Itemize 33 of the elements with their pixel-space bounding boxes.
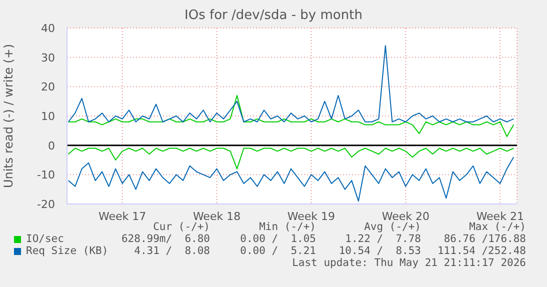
text: Max (-/+) bbox=[469, 221, 526, 233]
text: 86.76 /176.88 bbox=[444, 233, 526, 245]
y-tick-label: -10 bbox=[37, 168, 55, 182]
y-tick-label: 0 bbox=[48, 139, 55, 152]
text: 628.99m/ 6.80 bbox=[120, 233, 210, 245]
line-series bbox=[68, 156, 514, 202]
text: 1.22 / 7.78 bbox=[345, 233, 421, 245]
text: 111.54 /252.48 bbox=[437, 245, 526, 257]
x-tick-label: Week 19 bbox=[287, 210, 336, 223]
y-tick-label: 20 bbox=[41, 80, 55, 94]
text: Avg (-/+) bbox=[364, 221, 421, 233]
text: Last update: Thu May 21 21:11:17 2026 bbox=[291, 257, 526, 269]
line-series bbox=[68, 45, 514, 122]
line-series bbox=[68, 148, 514, 170]
text: 0.00 / 5.21 bbox=[240, 245, 316, 257]
legend-label: Req Size (KB) bbox=[26, 245, 108, 257]
x-tick-label: Week 18 bbox=[192, 210, 241, 223]
y-tick-label: 10 bbox=[41, 110, 55, 123]
y-tick-label: -20 bbox=[37, 198, 55, 211]
text: Cur (-/+) bbox=[152, 221, 210, 233]
y-axis-title: Units read (-) / write (+) bbox=[1, 44, 16, 188]
legend-label: IO/sec bbox=[26, 233, 64, 245]
chart-title: IOs for /dev/sda - by month bbox=[184, 8, 364, 23]
y-tick-label: 40 bbox=[41, 22, 55, 35]
text: 0.00 / 1.05 bbox=[240, 233, 316, 245]
text: 10.54 / 8.53 bbox=[338, 245, 421, 257]
x-tick-label: Week 20 bbox=[382, 210, 430, 223]
x-tick-label: Week 17 bbox=[98, 210, 146, 223]
line-series bbox=[68, 94, 514, 138]
text: Min (-/+) bbox=[259, 221, 316, 233]
y-tick-label: 30 bbox=[41, 51, 55, 64]
text: 4.31 / 8.08 bbox=[134, 245, 210, 257]
x-tick-label: Week 21 bbox=[476, 210, 524, 223]
